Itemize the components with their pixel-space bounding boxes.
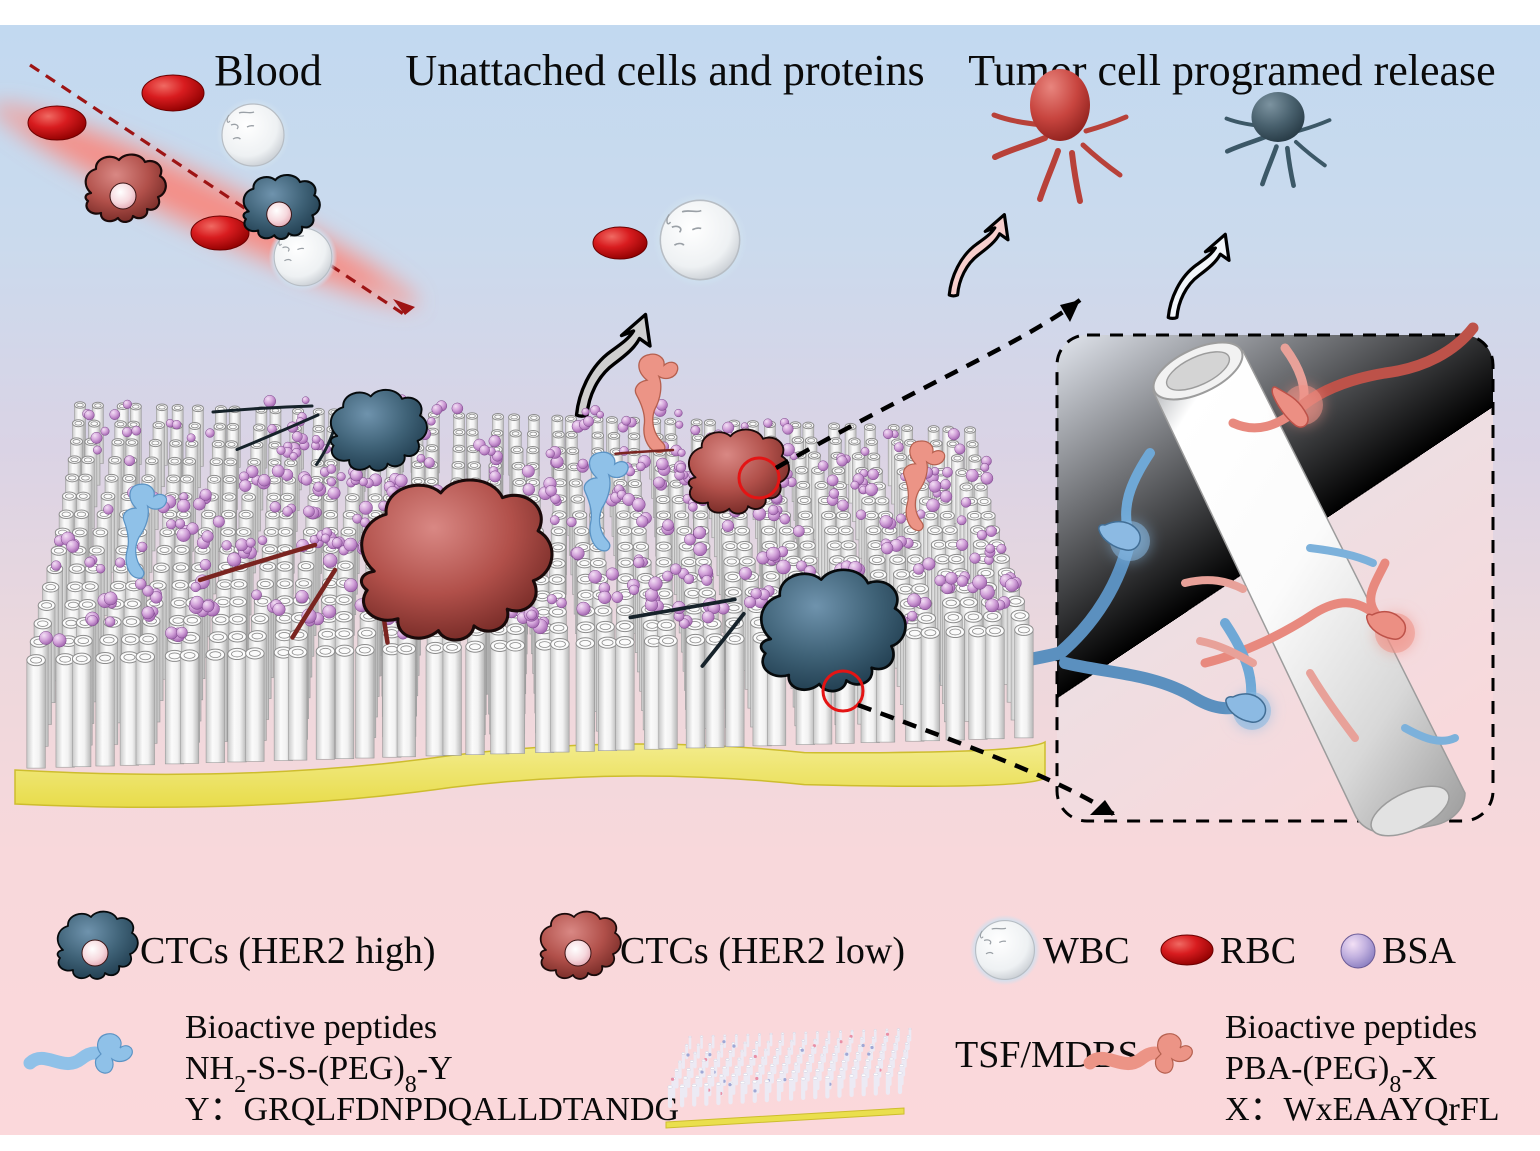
svg-text:RBC: RBC <box>1220 930 1296 972</box>
svg-text:X：WxEAAYQrFL: X：WxEAAYQrFL <box>1225 1091 1500 1128</box>
svg-text:BSA: BSA <box>1382 930 1456 972</box>
svg-text:Y：GRQLFDNPDQALLDTANDG: Y：GRQLFDNPDQALLDTANDG <box>185 1091 679 1128</box>
svg-text:WBC: WBC <box>1043 930 1130 972</box>
svg-text:CTCs (HER2 low): CTCs (HER2 low) <box>620 930 905 972</box>
svg-text:Blood: Blood <box>214 46 322 95</box>
svg-text:Unattached cells and proteins: Unattached cells and proteins <box>405 46 924 95</box>
svg-text:Bioactive peptides: Bioactive peptides <box>1225 1009 1477 1046</box>
svg-text:Bioactive peptides: Bioactive peptides <box>185 1009 437 1046</box>
svg-text:CTCs (HER2 high): CTCs (HER2 high) <box>140 930 436 972</box>
